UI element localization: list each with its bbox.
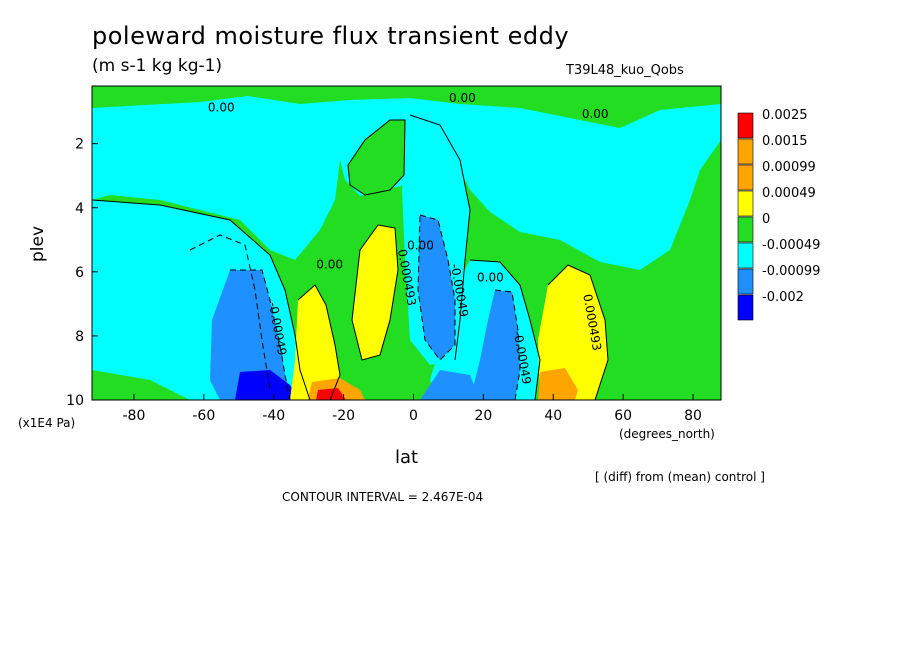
fill-strong-negative-bottom: [420, 370, 480, 400]
x-tick-label: -60: [192, 408, 215, 424]
chart-units: (m s-1 kg kg-1): [92, 56, 223, 76]
legend-label: -0.00049: [762, 238, 820, 253]
y-tick-label: 4: [75, 201, 84, 217]
x-tick-label: 80: [684, 408, 702, 424]
legend-label: 0.00049: [762, 186, 816, 201]
x-tick-label: 60: [614, 408, 632, 424]
x-tick-label: -80: [122, 408, 145, 424]
legend-label: 0.0015: [762, 134, 808, 149]
chart-title: poleward moisture flux transient eddy: [92, 22, 570, 50]
legend-swatch: [737, 112, 754, 139]
x-ticks: -80 -60 -40 -20 0 20 40 60 80: [122, 394, 702, 424]
legend-label: -0.002: [762, 290, 804, 305]
fill-orange-right: [538, 368, 578, 400]
fill-strong-negative-left: [210, 270, 290, 400]
legend-label: 0: [762, 212, 770, 227]
y-tick-label: 8: [75, 329, 84, 345]
color-legend: 0.0025 0.0015 0.00099 0.00049 0 -0.00049 -0.00…: [737, 108, 820, 321]
legend-swatch: [737, 242, 754, 269]
x-axis-unit: (degrees_north): [619, 427, 715, 441]
legend-label: 0.00099: [762, 160, 816, 175]
contour-lines: [92, 114, 609, 400]
legend-label: 0.0025: [762, 108, 808, 123]
legend-swatch: [737, 190, 754, 217]
fill-strong-negative-right: [470, 290, 520, 400]
y-tick-label: 2: [75, 137, 84, 153]
negative-contour-lines: [189, 214, 521, 400]
contour-fills: [92, 86, 721, 400]
fill-negative-band-north: [92, 96, 721, 270]
contour-label: 0.00: [407, 238, 434, 252]
legend-swatch: [737, 268, 754, 295]
legend-swatch: [737, 294, 754, 321]
contour-label: 0.00: [208, 101, 235, 115]
legend-label: -0.00099: [762, 264, 820, 279]
contour-label: 0.00: [316, 258, 343, 272]
y-tick-label: 10: [66, 393, 84, 409]
legend-swatch: [737, 164, 754, 191]
contour-label: 0.00: [582, 107, 609, 121]
fill-positive-yellow-center: [352, 225, 398, 360]
y-axis-unit: (x1E4 Pa): [18, 416, 76, 430]
fill-strongest-negative: [235, 370, 300, 400]
fill-red-left: [316, 388, 346, 400]
contour-interval: CONTOUR INTERVAL = 2.467E-04: [282, 490, 484, 504]
contour-label: 0.00: [477, 270, 504, 284]
x-tick-label: -40: [262, 408, 285, 424]
x-tick-label: 0: [409, 408, 418, 424]
contour-label: 0.00: [449, 91, 476, 105]
legend-swatch: [737, 138, 754, 165]
y-ticks: 2 4 6 8 10: [66, 137, 98, 409]
run-id: T39L48_kuo_Qobs: [566, 63, 684, 78]
x-tick-label: 20: [474, 408, 492, 424]
y-tick-label: 6: [75, 265, 84, 281]
x-axis-label: lat: [395, 447, 419, 468]
legend-swatch: [737, 216, 754, 243]
fill-positive-yellow-right: [538, 265, 608, 400]
diff-note: [ (diff) from (mean) control ]: [595, 470, 765, 484]
fill-positive-island: [348, 120, 405, 195]
x-tick-label: 40: [544, 408, 562, 424]
plot-frame: [91, 85, 722, 401]
x-tick-label: -20: [332, 408, 355, 424]
